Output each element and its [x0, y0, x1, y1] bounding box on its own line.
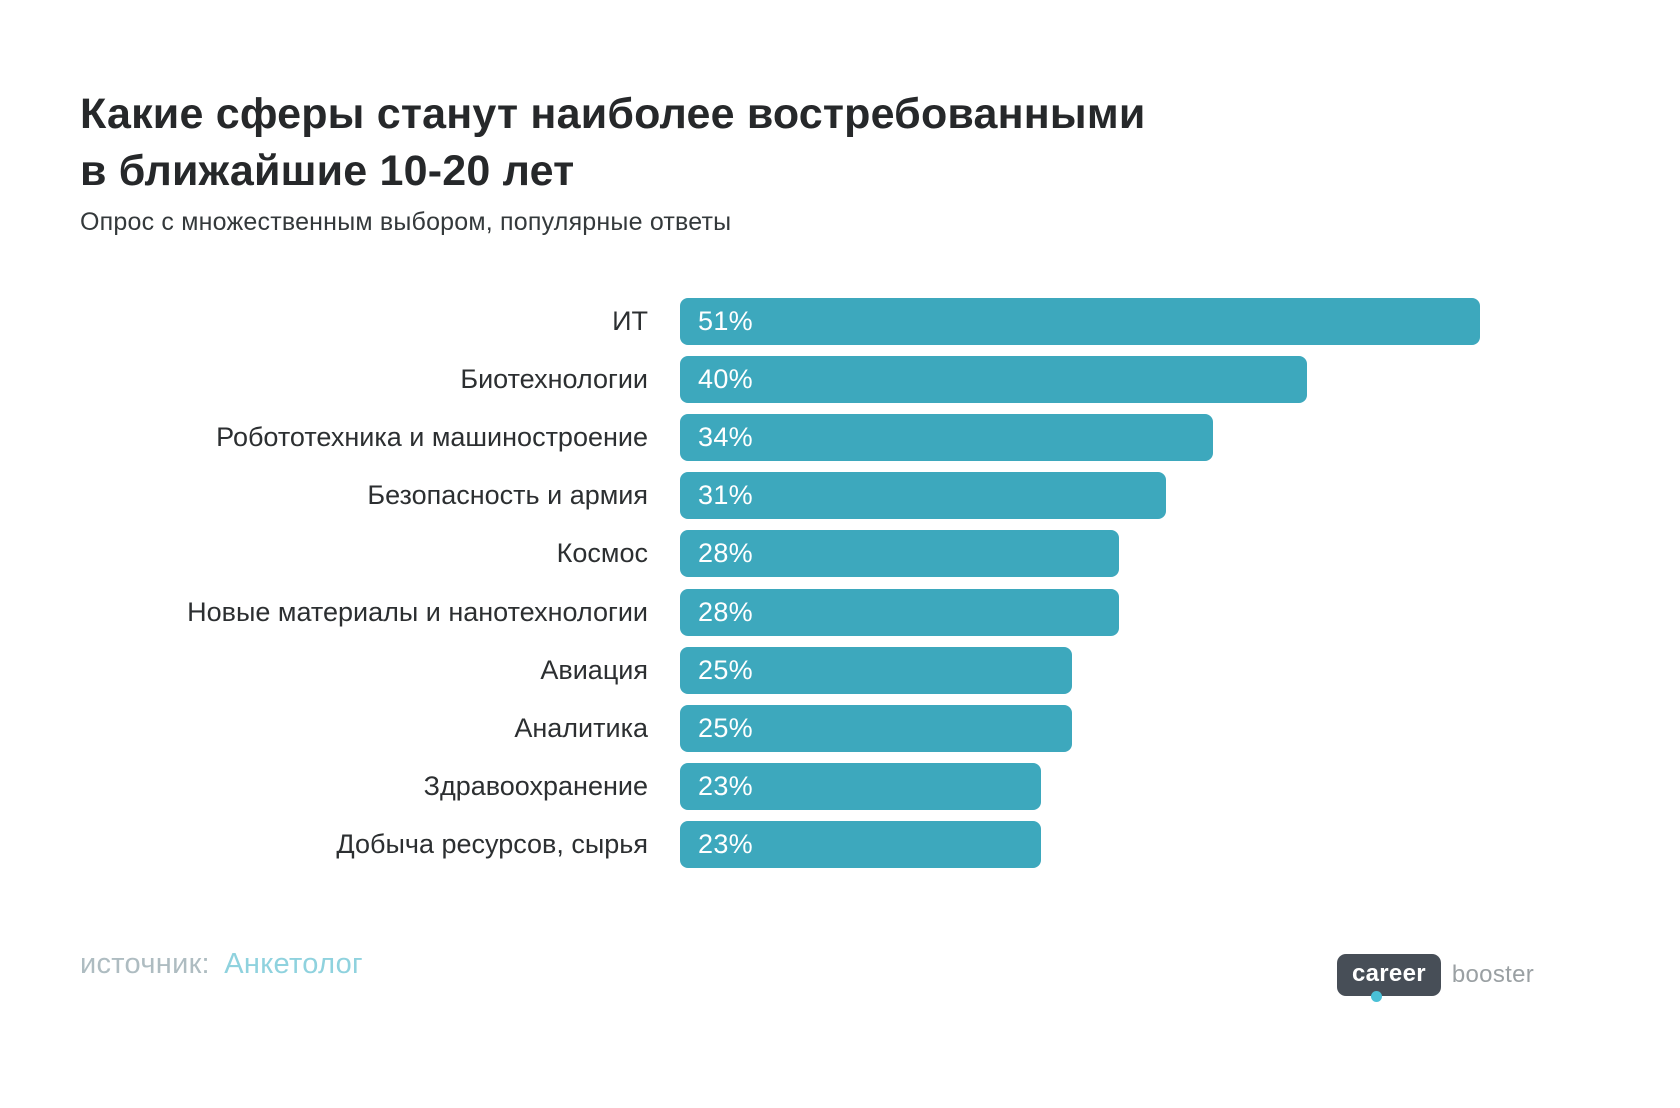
- bar-track: 51%: [680, 297, 1480, 345]
- logo-booster-text: booster: [1451, 961, 1535, 988]
- bar-category-label: Авиация: [540, 654, 648, 685]
- bar-track: 40%: [680, 355, 1480, 403]
- bar-category-label: Безопасность и армия: [367, 480, 648, 511]
- bar-track: 31%: [680, 472, 1480, 520]
- bar-row: Биотехнологии 40%: [80, 350, 1480, 408]
- career-booster-logo: career booster: [1337, 954, 1535, 1002]
- bar-category-label: Новые материалы и нанотехнологии: [187, 596, 648, 627]
- bar-value-label: 51%: [698, 305, 753, 336]
- bar-row: Здравоохранение 23%: [80, 758, 1480, 816]
- bar: 23%: [680, 763, 1041, 811]
- bar-row: Робототехника и машиностроение 34%: [80, 408, 1480, 466]
- bar: 40%: [680, 355, 1308, 403]
- bar-category-label: Добыча ресурсов, сырья: [336, 829, 648, 860]
- bar-track: 23%: [680, 763, 1480, 811]
- bar: 25%: [680, 646, 1073, 694]
- bar: 31%: [680, 472, 1167, 520]
- bar: 23%: [680, 821, 1041, 869]
- bar-category-label: Биотехнологии: [460, 363, 648, 394]
- bar-category-label: Аналитика: [514, 712, 648, 743]
- bar-track: 23%: [680, 821, 1480, 869]
- bar-row: Добыча ресурсов, сырья 23%: [80, 816, 1480, 874]
- bar-category-label: ИТ: [612, 305, 648, 336]
- bar-value-label: 25%: [698, 654, 753, 685]
- logo-pill-wrap: career: [1337, 954, 1441, 1002]
- bar: 34%: [680, 413, 1214, 461]
- logo-dot-icon: [1371, 991, 1382, 1002]
- bar-track: 25%: [680, 704, 1480, 752]
- bar-value-label: 23%: [698, 829, 753, 860]
- page-subtitle: Опрос с множественным выбором, популярны…: [80, 208, 732, 236]
- bar-row: ИТ 51%: [80, 292, 1480, 350]
- bar-row: Аналитика 25%: [80, 699, 1480, 757]
- bar-value-label: 31%: [698, 480, 753, 511]
- source-credit: источник: Анкетолог: [80, 948, 363, 981]
- bar-category-label: Робототехника и машиностроение: [216, 421, 648, 452]
- page-title-line2: в ближайшие 10-20 лет: [80, 146, 575, 195]
- bar-value-label: 34%: [698, 421, 753, 452]
- bar-value-label: 23%: [698, 771, 753, 802]
- bar: 28%: [680, 530, 1120, 578]
- bar-row: Космос 28%: [80, 525, 1480, 583]
- bar-track: 34%: [680, 413, 1480, 461]
- bar-row: Безопасность и армия 31%: [80, 467, 1480, 525]
- bar: 28%: [680, 588, 1120, 636]
- bar-chart: ИТ 51% Биотехнологии 40% Робототехника и…: [80, 292, 1480, 874]
- bar-category-label: Космос: [556, 538, 648, 569]
- bar-track: 28%: [680, 530, 1480, 578]
- bar-category-label: Здравоохранение: [423, 771, 648, 802]
- bar-track: 28%: [680, 588, 1480, 636]
- page-title-line1: Какие сферы станут наиболее востребованн…: [80, 90, 1146, 138]
- bar: 25%: [680, 704, 1073, 752]
- source-label: источник:: [80, 948, 210, 980]
- bar-value-label: 40%: [698, 363, 753, 394]
- logo-career-pill: career: [1337, 954, 1441, 996]
- page-title: Какие сферы станут наиболее востребованн…: [80, 86, 1146, 200]
- source-name: Анкетолог: [224, 948, 363, 980]
- bar: 51%: [680, 297, 1480, 345]
- bar-value-label: 28%: [698, 538, 753, 569]
- bar-value-label: 25%: [698, 712, 753, 743]
- bar-row: Новые материалы и нанотехнологии 28%: [80, 583, 1480, 641]
- bar-track: 25%: [680, 646, 1480, 694]
- bar-row: Авиация 25%: [80, 641, 1480, 699]
- bar-value-label: 28%: [698, 596, 753, 627]
